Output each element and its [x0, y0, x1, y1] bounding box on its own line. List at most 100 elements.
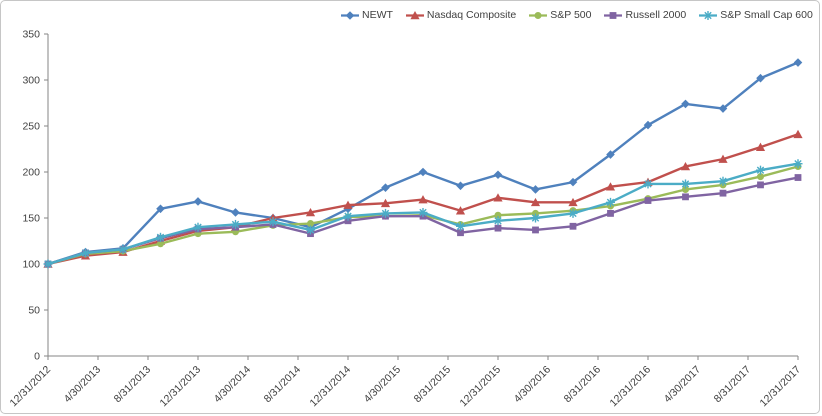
data-point-marker[interactable] — [418, 167, 428, 177]
data-point-marker[interactable] — [718, 176, 728, 186]
data-point-marker[interactable] — [193, 197, 203, 206]
data-point-marker[interactable] — [457, 229, 464, 237]
data-point-marker[interactable] — [531, 213, 540, 223]
data-point-marker[interactable] — [682, 185, 689, 193]
x-tick-label: 12/31/2014 — [307, 364, 353, 410]
data-point-marker[interactable] — [81, 248, 90, 258]
x-tick-label: 4/30/2016 — [512, 364, 554, 406]
data-point-marker[interactable] — [231, 208, 240, 217]
data-point-marker[interactable] — [755, 142, 766, 151]
data-point-marker[interactable] — [703, 10, 713, 20]
data-point-marker[interactable] — [719, 189, 727, 197]
data-point-marker[interactable] — [610, 11, 617, 19]
data-point-marker[interactable] — [343, 200, 353, 209]
data-point-marker[interactable] — [305, 207, 316, 217]
data-point-marker[interactable] — [718, 104, 728, 113]
diamond-marker-icon — [341, 10, 359, 20]
legend-item-newt[interactable]: NEWT — [341, 9, 393, 21]
legend-label: Nasdaq Composite — [426, 9, 517, 21]
data-point-marker[interactable] — [455, 206, 466, 215]
x-tick-label: 4/30/2014 — [212, 364, 254, 406]
data-point-marker[interactable] — [606, 197, 615, 207]
data-point-marker[interactable] — [343, 211, 353, 221]
series-s-p-small-cap-600[interactable] — [43, 159, 803, 269]
data-point-marker[interactable] — [681, 179, 690, 189]
x-tick-label: 8/31/2014 — [262, 364, 304, 406]
data-point-marker[interactable] — [43, 259, 53, 269]
data-point-marker[interactable] — [231, 219, 240, 229]
data-point-marker[interactable] — [156, 232, 165, 242]
legend-item-russell-2000[interactable]: Russell 2000 — [604, 9, 686, 21]
legend-item-s-p-small-cap-600[interactable]: S&P Small Cap 600 — [699, 9, 813, 21]
legend-label: NEWT — [362, 9, 393, 21]
x-tick-label: 8/31/2013 — [112, 364, 154, 406]
data-point-marker[interactable] — [493, 193, 503, 202]
data-point-marker[interactable] — [607, 210, 614, 217]
data-point-marker[interactable] — [793, 129, 803, 139]
data-point-marker[interactable] — [418, 195, 428, 204]
data-point-marker[interactable] — [605, 182, 616, 191]
data-point-marker[interactable] — [532, 226, 539, 234]
data-point-marker[interactable] — [718, 154, 728, 163]
data-point-marker[interactable] — [268, 217, 278, 227]
legend-label: S&P Small Cap 600 — [720, 9, 813, 21]
data-point-marker[interactable] — [381, 183, 390, 192]
data-point-marker[interactable] — [118, 244, 128, 254]
data-point-marker[interactable] — [756, 73, 765, 83]
x-tick-label: 4/30/2017 — [662, 364, 704, 406]
data-point-marker[interactable] — [494, 224, 502, 232]
data-point-marker[interactable] — [793, 159, 803, 169]
data-point-marker[interactable] — [381, 208, 390, 218]
data-point-marker[interactable] — [344, 217, 352, 225]
data-point-marker[interactable] — [682, 193, 689, 201]
data-point-marker[interactable] — [380, 198, 391, 208]
data-point-marker[interactable] — [307, 220, 314, 228]
data-point-marker[interactable] — [681, 99, 690, 109]
chart-legend: NEWT Nasdaq Composite S&P 500 Russell 2000 S… — [341, 9, 813, 21]
data-point-marker[interactable] — [157, 240, 164, 248]
y-tick-label: 300 — [22, 75, 40, 87]
series-newt[interactable] — [43, 58, 803, 269]
data-point-marker[interactable] — [345, 10, 355, 20]
data-point-marker[interactable] — [418, 207, 428, 217]
data-point-marker[interactable] — [606, 150, 615, 159]
data-point-marker[interactable] — [568, 208, 578, 218]
data-point-marker[interactable] — [757, 173, 764, 181]
legend-item-nasdaq-composite[interactable]: Nasdaq Composite — [405, 9, 517, 21]
x-tick-label: 12/31/2013 — [157, 364, 203, 410]
data-point-marker[interactable] — [568, 177, 578, 187]
x-tick-label: 4/30/2013 — [62, 364, 104, 406]
y-tick-label: 150 — [22, 213, 40, 225]
data-point-marker[interactable] — [456, 221, 465, 231]
x-tick-label: 8/31/2015 — [412, 364, 454, 406]
data-point-marker[interactable] — [530, 197, 541, 207]
data-point-marker[interactable] — [756, 165, 765, 175]
data-point-marker[interactable] — [493, 216, 503, 226]
axes: 0 50 100 150 200 250 300 350 12/31/2012 4/30/2013… — [7, 29, 803, 410]
legend-item-s-p-500[interactable]: S&P 500 — [529, 9, 591, 21]
data-point-marker[interactable] — [534, 11, 542, 19]
data-point-marker[interactable] — [193, 222, 203, 232]
data-point-marker[interactable] — [793, 58, 803, 67]
legend-label: S&P 500 — [550, 9, 592, 21]
data-point-marker[interactable] — [794, 174, 802, 181]
square-marker-icon — [604, 11, 623, 19]
data-point-marker[interactable] — [494, 211, 502, 219]
data-point-marker[interactable] — [757, 181, 764, 189]
data-point-marker[interactable] — [456, 181, 465, 191]
data-point-marker[interactable] — [680, 161, 691, 171]
data-point-marker[interactable] — [156, 204, 165, 214]
data-point-marker[interactable] — [410, 10, 420, 19]
data-point-marker[interactable] — [568, 197, 578, 207]
data-point-marker[interactable] — [493, 170, 503, 180]
y-tick-label: 0 — [34, 351, 40, 363]
data-point-marker[interactable] — [643, 179, 653, 189]
data-point-marker[interactable] — [306, 225, 315, 235]
data-point-marker[interactable] — [531, 185, 540, 194]
data-point-marker[interactable] — [644, 197, 652, 204]
data-point-marker[interactable] — [532, 209, 539, 217]
y-tick-label: 350 — [22, 29, 40, 41]
data-point-marker[interactable] — [569, 222, 577, 230]
data-point-marker[interactable] — [643, 120, 653, 130]
